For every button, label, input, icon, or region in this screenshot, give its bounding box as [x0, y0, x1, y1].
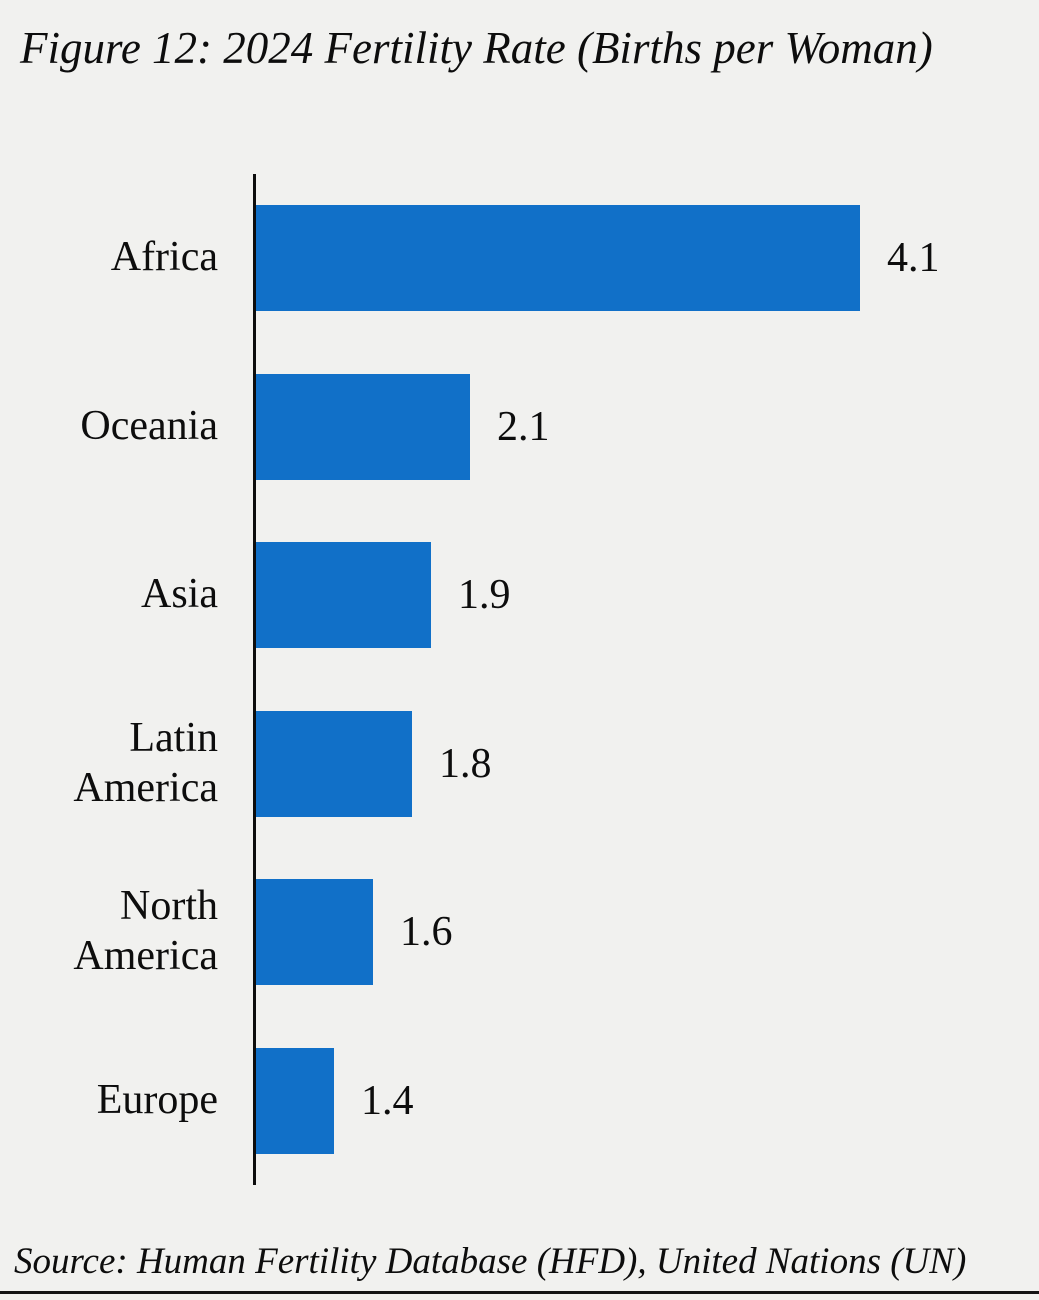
- value-label: 1.9: [458, 572, 511, 619]
- category-label: North America: [73, 883, 218, 980]
- value-label: 1.6: [400, 909, 453, 956]
- value-label: 4.1: [887, 235, 940, 281]
- bar: [256, 542, 431, 649]
- bar: [256, 205, 860, 311]
- value-label: 1.4: [361, 1078, 414, 1124]
- category-label: Asia: [141, 571, 218, 618]
- category-label: Oceania: [80, 402, 218, 449]
- bar: [256, 879, 373, 986]
- y-axis-line: [253, 174, 256, 1185]
- bar: [256, 710, 412, 817]
- category-label: Latin America: [73, 714, 218, 811]
- source-note: Source: Human Fertility Database (HFD), …: [14, 1241, 967, 1282]
- bar: [256, 373, 470, 480]
- value-label: 1.8: [439, 740, 492, 787]
- bar: [256, 1048, 334, 1154]
- figure-title: Figure 12: 2024 Fertility Rate (Births p…: [20, 23, 933, 73]
- bottom-divider: [0, 1291, 1039, 1294]
- category-label: Europe: [96, 1077, 218, 1124]
- value-label: 2.1: [497, 403, 550, 450]
- category-label: Africa: [110, 234, 218, 281]
